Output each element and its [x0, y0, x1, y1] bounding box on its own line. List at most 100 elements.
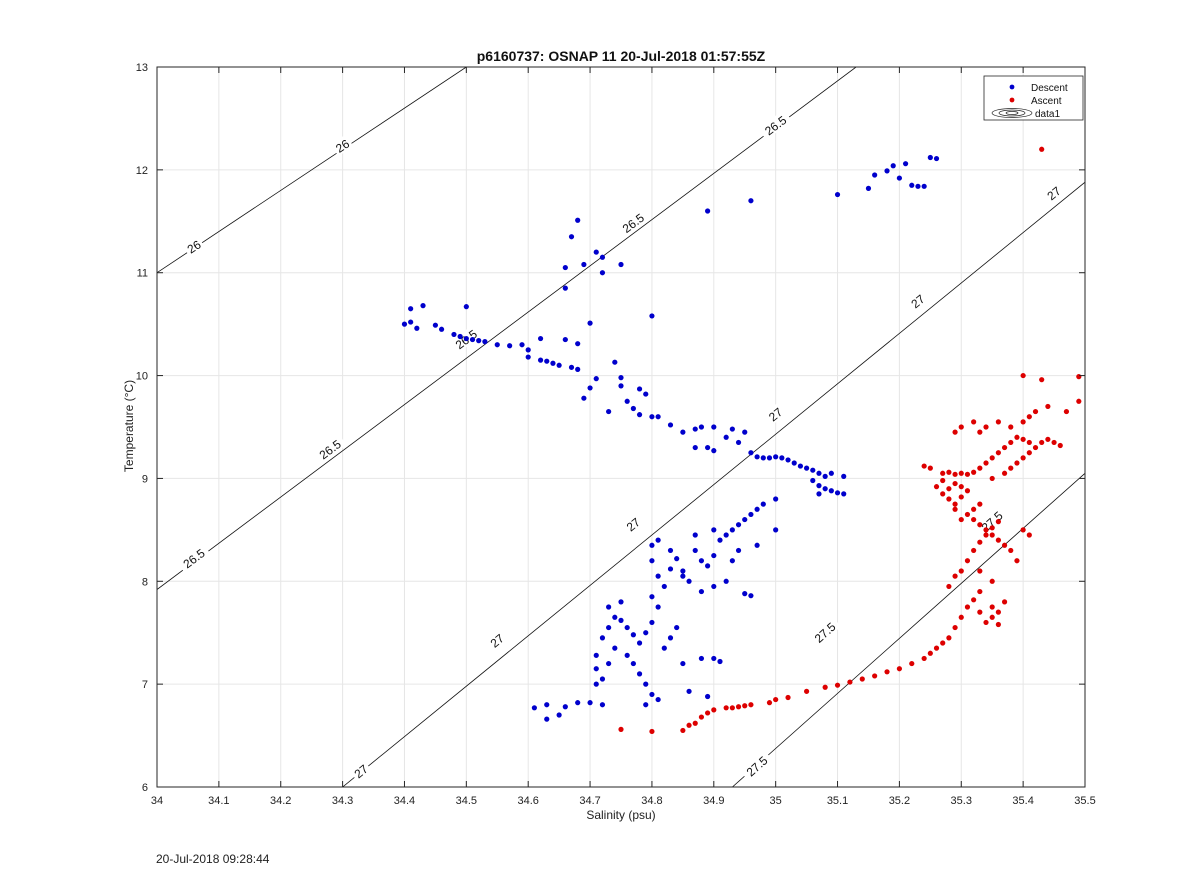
contour-line-26: [157, 67, 467, 274]
descent-point: [667, 547, 674, 554]
y-tick-label: 12: [136, 165, 148, 177]
ascent-point: [983, 619, 989, 626]
ascent-point: [884, 669, 890, 675]
descent-point: [643, 391, 649, 397]
descent-point: [438, 326, 445, 332]
descent-point: [599, 635, 606, 641]
descent-point: [630, 632, 636, 638]
legend-data1-label: data1: [1035, 109, 1060, 120]
x-axis-label: Salinity (psu): [586, 808, 655, 822]
descent-point: [667, 566, 674, 572]
descent-point: [636, 671, 643, 677]
descent-point: [828, 470, 834, 476]
descent-point: [630, 405, 636, 412]
descent-point: [791, 460, 797, 466]
descent-point: [612, 359, 618, 365]
descent-point: [606, 624, 612, 631]
descent-point: [643, 630, 649, 636]
ascent-point: [618, 726, 624, 733]
descent-point: [599, 270, 606, 276]
descent-point: [717, 658, 723, 665]
svg-text:27: 27: [908, 292, 927, 311]
ascent-point: [1045, 436, 1051, 442]
descent-point: [469, 336, 476, 343]
ascent-point: [834, 682, 841, 688]
ascent-point: [649, 728, 655, 735]
descent-point: [432, 322, 438, 328]
descent-point: [661, 645, 667, 651]
ascent-point: [952, 471, 958, 477]
ascent-point: [1008, 424, 1014, 430]
descent-point: [457, 333, 463, 340]
descent-point: [593, 652, 599, 658]
ascent-point: [946, 635, 952, 641]
ascent-point: [680, 727, 686, 734]
descent-point: [599, 676, 606, 682]
descent-point: [921, 183, 927, 189]
ascent-point: [964, 471, 971, 477]
descent-point: [742, 516, 748, 523]
ascent-point: [872, 673, 878, 679]
descent-point: [760, 501, 766, 507]
descent-point: [618, 261, 624, 268]
ascent-point: [1026, 439, 1032, 446]
x-tick-label: 35.3: [951, 795, 972, 807]
descent-point: [822, 486, 828, 492]
ascent-point: [952, 624, 958, 631]
descent-point: [544, 716, 550, 722]
ascent-point: [940, 477, 946, 484]
ascent-point: [995, 419, 1001, 425]
ascent-point: [711, 707, 717, 713]
ascent-point: [952, 506, 958, 512]
descent-point: [649, 414, 655, 420]
descent-point: [773, 496, 779, 502]
descent-point: [655, 414, 661, 420]
descent-point: [531, 705, 537, 711]
descent-point: [587, 320, 593, 326]
descent-point: [674, 556, 680, 562]
descent-point: [649, 619, 655, 626]
ascent-point: [1039, 146, 1045, 152]
ascent-point: [977, 465, 983, 471]
footer-timestamp: 20-Jul-2018 09:28:44: [156, 852, 270, 866]
descent-point: [834, 191, 841, 198]
ascent-point: [785, 694, 791, 701]
descent-point: [525, 347, 531, 353]
descent-point: [735, 439, 742, 446]
descent-point: [599, 254, 606, 260]
descent-point: [562, 285, 568, 291]
descent-point: [649, 558, 655, 564]
descent-point: [729, 558, 735, 564]
descent-point: [519, 342, 525, 348]
ascent-point: [946, 486, 952, 492]
descent-point: [593, 666, 599, 672]
x-tick-label: 34.9: [703, 795, 724, 807]
descent-point: [562, 704, 568, 710]
ascent-point: [958, 568, 964, 574]
contour-line-27-5: [732, 472, 1085, 787]
ascent-point: [958, 470, 964, 476]
legend-contour-icon: [991, 108, 1033, 118]
descent-point: [834, 490, 841, 496]
series-ascent: [618, 146, 1082, 735]
ascent-point: [1045, 403, 1051, 410]
ascent-point: [1008, 439, 1014, 446]
descent-point: [420, 303, 426, 309]
descent-point: [636, 412, 643, 418]
descent-point: [841, 473, 847, 479]
x-tick-label: 34.5: [456, 795, 477, 807]
x-tick-label: 35: [770, 795, 782, 807]
descent-point: [884, 168, 890, 174]
descent-point: [828, 488, 834, 494]
legend-descent-label: Descent: [1031, 83, 1068, 94]
descent-point: [705, 563, 711, 569]
chart-title: p6160737: OSNAP 11 20-Jul-2018 01:57:55Z: [477, 48, 766, 64]
descent-point: [705, 693, 711, 700]
ascent-point: [971, 516, 977, 523]
descent-point: [915, 183, 921, 189]
descent-point: [674, 624, 680, 631]
x-tick-label: 35.5: [1074, 795, 1095, 807]
descent-point: [711, 448, 717, 454]
descent-point: [816, 470, 822, 476]
descent-point: [624, 652, 630, 658]
